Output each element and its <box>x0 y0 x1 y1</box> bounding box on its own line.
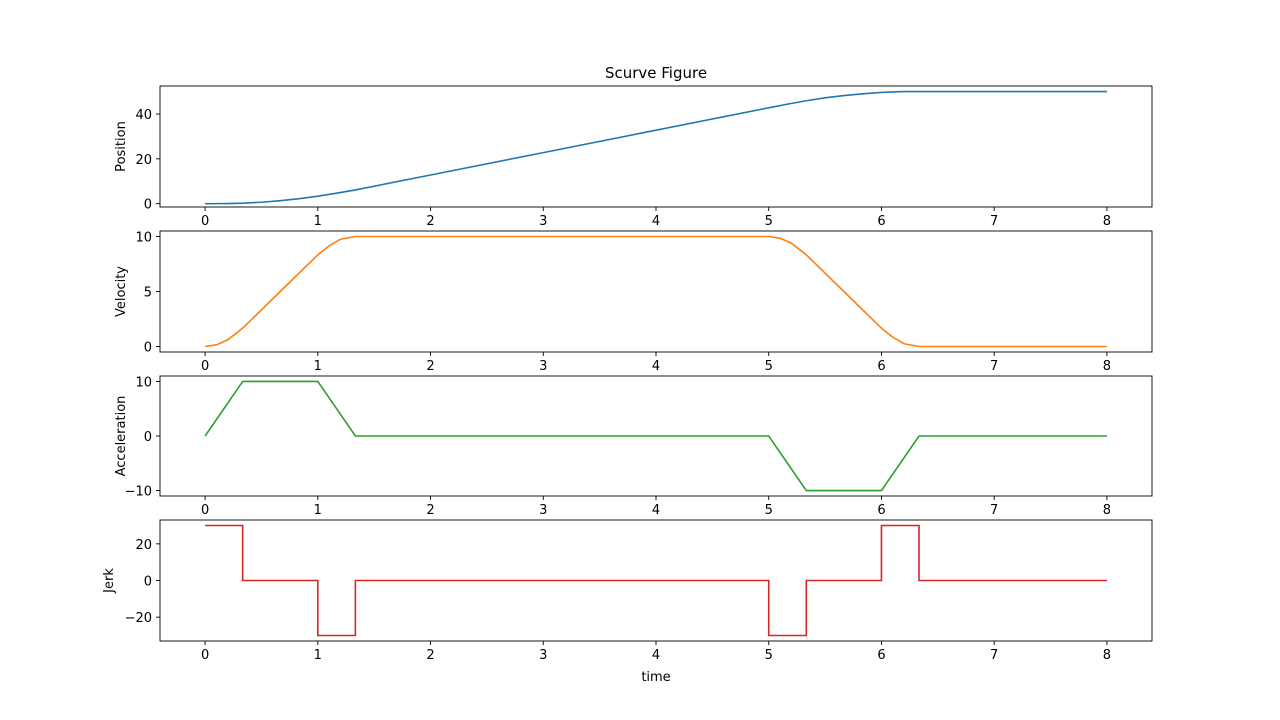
position-x-tick-label: 3 <box>539 214 547 229</box>
velocity-y-axis-label: Velocity <box>114 266 129 317</box>
velocity-x-tick-label: 2 <box>426 359 434 374</box>
x-axis-label: time <box>641 670 670 685</box>
jerk-x-tick-label: 5 <box>765 648 773 663</box>
velocity-x-tick-label: 7 <box>990 359 998 374</box>
velocity-subplot: 0 1 2 3 4 5 6 7 8 0 5 10 Velocity <box>114 230 1153 374</box>
velocity-x-tick-label: 3 <box>539 359 547 374</box>
position-series-line <box>205 90 1107 205</box>
jerk-y-axis-label: Jerk <box>102 568 117 594</box>
position-y-tick-label: 0 <box>144 198 152 213</box>
position-y-tick-label: 20 <box>135 153 152 168</box>
jerk-subplot: 0 1 2 3 4 5 6 7 8 −20 0 20 Jerk <box>102 519 1153 663</box>
acceleration-y-axis-label: Acceleration <box>114 396 129 477</box>
jerk-x-tick-label: 8 <box>1103 648 1111 663</box>
acceleration-x-tick-label: 7 <box>990 503 998 518</box>
position-x-tick-label: 6 <box>877 214 885 229</box>
acceleration-x-tick-label: 2 <box>426 503 434 518</box>
position-x-tick-label: 0 <box>201 214 209 229</box>
acceleration-series-line <box>204 380 1107 492</box>
jerk-x-tick-label: 7 <box>990 648 998 663</box>
jerk-x-tick-label: 0 <box>201 648 209 663</box>
acceleration-y-tick-label: −10 <box>125 485 152 500</box>
velocity-x-tick-label: 8 <box>1103 359 1111 374</box>
acceleration-x-tick-label: 0 <box>201 503 209 518</box>
jerk-series-line <box>205 524 1107 637</box>
velocity-y-tick-label: 10 <box>135 231 152 246</box>
position-axes-frame <box>159 85 1153 208</box>
acceleration-subplot: 0 1 2 3 4 5 6 7 8 −10 0 10 Acceleration <box>114 375 1153 518</box>
position-subplot: 0 1 2 3 4 5 6 7 8 0 20 40 Position <box>114 85 1153 229</box>
velocity-y-tick-label: 5 <box>144 286 152 301</box>
position-y-tick-label: 40 <box>135 108 152 123</box>
jerk-y-tick-label: 0 <box>144 575 152 590</box>
position-x-tick-label: 1 <box>314 214 322 229</box>
position-x-tick-label: 2 <box>426 214 434 229</box>
jerk-y-tick-label: 20 <box>135 538 152 553</box>
velocity-x-tick-label: 1 <box>314 359 322 374</box>
acceleration-y-tick-label: 10 <box>135 375 152 390</box>
jerk-x-tick-label: 3 <box>539 648 547 663</box>
position-y-axis-label: Position <box>114 121 129 172</box>
figure-title: Scurve Figure <box>605 64 707 82</box>
jerk-x-tick-label: 1 <box>314 648 322 663</box>
velocity-x-tick-label: 0 <box>201 359 209 374</box>
position-x-tick-label: 8 <box>1103 214 1111 229</box>
acceleration-y-tick-label: 0 <box>144 430 152 445</box>
velocity-series-line <box>204 235 1107 348</box>
acceleration-x-tick-label: 4 <box>652 503 660 518</box>
position-x-tick-label: 7 <box>990 214 998 229</box>
position-x-tick-label: 5 <box>765 214 773 229</box>
jerk-y-tick-label: −20 <box>125 611 152 626</box>
acceleration-x-tick-label: 3 <box>539 503 547 518</box>
velocity-y-tick-label: 0 <box>144 341 152 356</box>
jerk-x-tick-label: 6 <box>877 648 885 663</box>
jerk-x-tick-label: 4 <box>652 648 660 663</box>
velocity-x-tick-label: 4 <box>652 359 660 374</box>
position-x-tick-label: 4 <box>652 214 660 229</box>
acceleration-x-tick-label: 5 <box>765 503 773 518</box>
acceleration-x-tick-label: 1 <box>314 503 322 518</box>
velocity-x-tick-label: 6 <box>877 359 885 374</box>
acceleration-x-tick-label: 6 <box>877 503 885 518</box>
velocity-axes-frame <box>159 230 1153 353</box>
acceleration-x-tick-label: 8 <box>1103 503 1111 518</box>
velocity-x-tick-label: 5 <box>765 359 773 374</box>
jerk-x-tick-label: 2 <box>426 648 434 663</box>
